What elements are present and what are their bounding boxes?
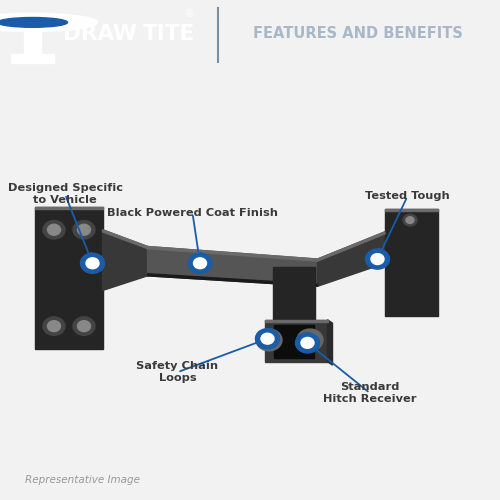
Circle shape (366, 249, 390, 269)
Text: ®: ® (184, 9, 194, 19)
Circle shape (43, 220, 65, 239)
Circle shape (188, 253, 212, 274)
Polygon shape (35, 206, 102, 209)
Polygon shape (328, 320, 332, 365)
Circle shape (48, 320, 60, 332)
Text: Black Powered Coat Finish: Black Powered Coat Finish (107, 208, 278, 218)
Polygon shape (318, 232, 385, 261)
Polygon shape (265, 320, 328, 362)
Polygon shape (102, 230, 148, 290)
Polygon shape (35, 206, 102, 349)
Circle shape (302, 334, 318, 346)
Circle shape (73, 317, 95, 336)
Circle shape (78, 320, 90, 332)
Polygon shape (148, 246, 318, 261)
Polygon shape (148, 246, 318, 286)
Circle shape (301, 338, 314, 348)
Circle shape (0, 14, 98, 32)
Text: TITE: TITE (143, 24, 195, 44)
Circle shape (80, 253, 104, 274)
Circle shape (296, 333, 320, 353)
Text: Standard
Hitch Receiver: Standard Hitch Receiver (323, 382, 417, 404)
Circle shape (256, 328, 280, 348)
Circle shape (262, 334, 276, 346)
Circle shape (297, 329, 323, 351)
Text: ·: · (128, 22, 136, 46)
Polygon shape (265, 320, 328, 322)
Text: FEATURES AND BENEFITS: FEATURES AND BENEFITS (252, 26, 462, 41)
Circle shape (406, 217, 414, 224)
Circle shape (86, 258, 99, 268)
Circle shape (371, 254, 384, 264)
Circle shape (194, 258, 206, 268)
Circle shape (43, 317, 65, 336)
Text: Designed Specific
to Vehicle: Designed Specific to Vehicle (8, 184, 122, 205)
Circle shape (0, 18, 68, 28)
FancyBboxPatch shape (24, 28, 41, 58)
Text: DRAW: DRAW (63, 24, 137, 44)
Polygon shape (385, 209, 438, 211)
Text: Safety Chain
Loops: Safety Chain Loops (136, 362, 218, 383)
Polygon shape (274, 325, 314, 358)
Polygon shape (102, 230, 148, 248)
Circle shape (256, 329, 282, 351)
Polygon shape (272, 268, 315, 354)
Circle shape (78, 224, 90, 235)
Circle shape (261, 333, 274, 344)
Circle shape (403, 214, 417, 226)
FancyBboxPatch shape (11, 54, 54, 63)
Text: Representative Image: Representative Image (25, 476, 140, 486)
Circle shape (48, 224, 60, 235)
Polygon shape (385, 209, 438, 316)
Polygon shape (318, 232, 385, 286)
Polygon shape (148, 274, 318, 286)
Text: Tested Tough: Tested Tough (365, 191, 450, 201)
Circle shape (73, 220, 95, 239)
